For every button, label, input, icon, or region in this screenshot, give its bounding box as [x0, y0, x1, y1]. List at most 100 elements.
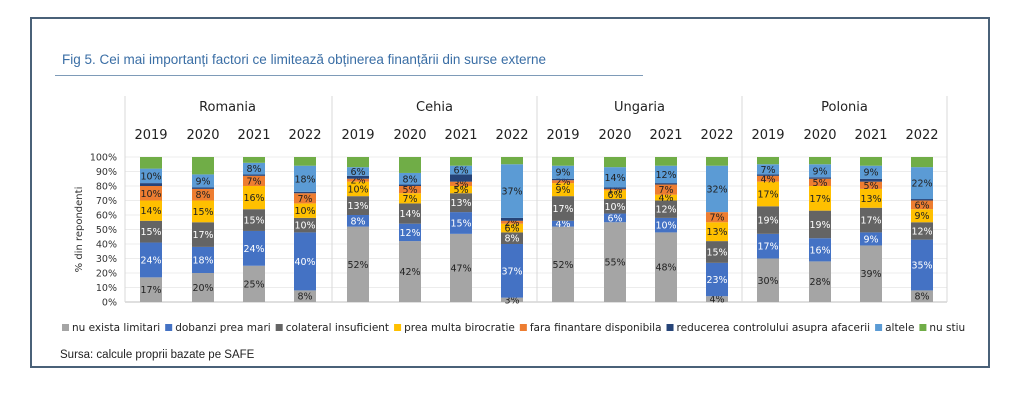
bar-segment — [809, 186, 831, 211]
bar-segment — [450, 165, 472, 175]
bar-segment — [243, 209, 265, 231]
bar-segment — [809, 238, 831, 262]
data-label: 40% — [294, 257, 315, 268]
y-tick-label: 80% — [96, 182, 117, 193]
group-label: Romania — [199, 100, 256, 115]
bar-segment — [501, 232, 523, 244]
year-label: 2021 — [649, 128, 682, 143]
data-label: 4% — [555, 219, 570, 230]
data-label: 9% — [863, 234, 878, 245]
bar-segment — [809, 157, 831, 165]
bar-segment — [655, 183, 677, 185]
year-label: 2021 — [444, 128, 477, 143]
data-label: 2% — [350, 176, 365, 187]
bar-segment — [501, 157, 523, 165]
source-note: Sursa: calcule proprii bazate pe SAFE — [60, 349, 255, 361]
data-label: 19% — [809, 220, 830, 231]
bar-segment — [399, 193, 421, 204]
data-label: 52% — [552, 260, 573, 271]
data-label: 18% — [294, 174, 315, 185]
y-tick-label: 20% — [96, 269, 117, 280]
bar-segment — [860, 178, 882, 182]
data-label: 16% — [809, 245, 830, 256]
bar-segment — [192, 200, 214, 223]
data-label: 42% — [399, 267, 420, 278]
bar-segment — [140, 168, 162, 184]
bar-segment — [501, 220, 523, 224]
year-label: 2022 — [288, 128, 321, 143]
bar-segment — [911, 200, 933, 210]
year-label: 2020 — [598, 128, 631, 143]
bar-segment — [757, 181, 779, 207]
y-tick-label: 30% — [96, 254, 117, 265]
data-label: 4% — [760, 174, 775, 185]
data-label: 9% — [555, 168, 570, 179]
bar-segment — [552, 183, 574, 197]
data-label: 16% — [243, 193, 264, 204]
data-label: 48% — [655, 263, 676, 274]
data-label: 6% — [607, 213, 622, 224]
legend-label: nu exista limitari — [72, 322, 160, 334]
data-label: 52% — [347, 260, 368, 271]
bar-segment — [347, 157, 369, 168]
bar-segment — [399, 241, 421, 302]
legend-label: altele — [885, 322, 914, 334]
data-label: 17% — [552, 204, 573, 215]
bar-segment — [604, 222, 626, 302]
data-label: 13% — [706, 227, 727, 238]
bar-segment — [192, 246, 214, 273]
data-label: 5% — [453, 185, 468, 196]
bar-segment — [757, 157, 779, 165]
bar-segment — [140, 186, 162, 201]
bar-segment — [192, 187, 214, 189]
data-label: 17% — [757, 242, 778, 253]
bar-segment — [347, 167, 369, 176]
bar-segment — [706, 241, 728, 263]
data-label: 14% — [399, 209, 420, 220]
bar-segment — [911, 222, 933, 240]
data-label: 9% — [195, 176, 210, 187]
bar-segment — [655, 165, 677, 184]
bar-segment — [706, 157, 728, 166]
data-label: 15% — [243, 216, 264, 227]
bar-segment — [450, 174, 472, 182]
data-label: 12% — [655, 205, 676, 216]
data-label: 17% — [757, 189, 778, 200]
data-label: 8% — [914, 292, 929, 303]
group-label: Polonia — [821, 100, 868, 115]
data-label: 15% — [706, 247, 727, 258]
data-label: 35% — [911, 261, 932, 272]
legend-swatch — [165, 324, 173, 331]
legend-swatch — [875, 324, 883, 331]
bar-segment — [706, 262, 728, 297]
data-label: 19% — [757, 216, 778, 227]
bar-segment — [243, 265, 265, 302]
bar-segment — [399, 184, 421, 186]
data-label: 6% — [453, 166, 468, 177]
year-label: 2020 — [803, 128, 836, 143]
data-label: 3% — [504, 295, 519, 306]
bar-segment — [706, 212, 728, 223]
year-label: 2022 — [700, 128, 733, 143]
data-label: 17% — [809, 194, 830, 205]
legend-swatch — [519, 324, 527, 331]
data-label: 25% — [243, 279, 264, 290]
data-label: 37% — [501, 187, 522, 198]
bar-segment — [911, 199, 933, 201]
data-label: 9% — [914, 211, 929, 222]
bar-segment — [399, 157, 421, 173]
data-label: 5% — [863, 181, 878, 192]
data-label: 22% — [911, 179, 932, 190]
bar-segment — [450, 181, 472, 186]
data-label: 4% — [658, 193, 673, 204]
data-label: 14% — [140, 206, 161, 217]
data-label: 7% — [709, 213, 724, 224]
bar-segment — [604, 190, 626, 200]
data-label: 10% — [294, 206, 315, 217]
bar-segment — [399, 172, 421, 185]
bar-segment — [294, 193, 316, 204]
data-label: 8% — [246, 164, 261, 175]
data-label: 15% — [140, 227, 161, 238]
bar-segment — [192, 222, 214, 247]
data-label: 47% — [450, 263, 471, 274]
